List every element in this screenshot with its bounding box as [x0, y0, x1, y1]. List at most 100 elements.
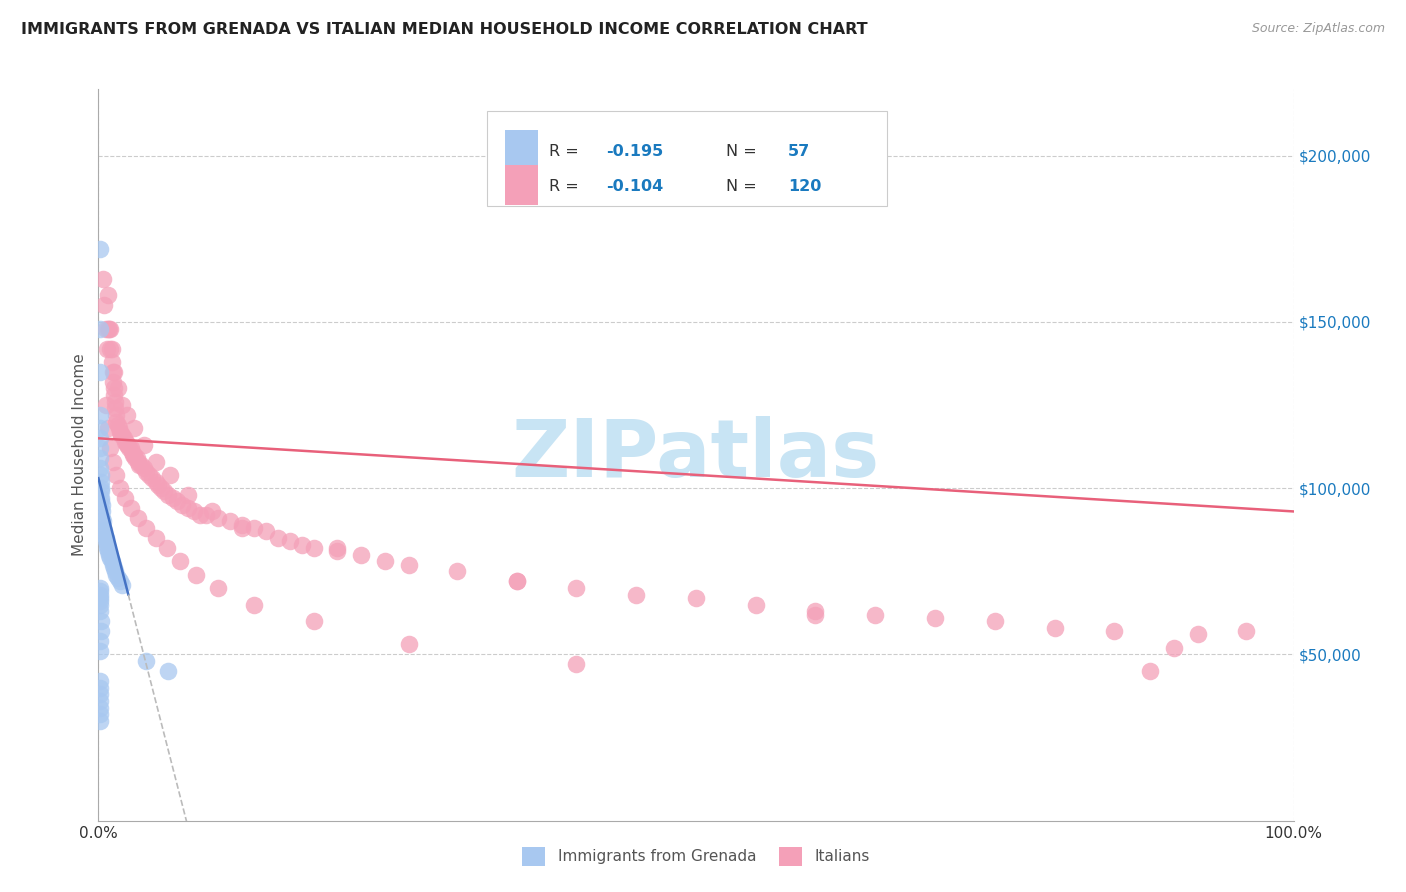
Text: 120: 120: [787, 179, 821, 194]
Point: [90, 481, 112, 495]
Point: [90, 614, 112, 628]
Point: [115, 408, 138, 422]
Point: [745, 598, 768, 612]
Point: [115, 434, 138, 449]
Point: [93, 298, 115, 312]
Point: [89, 584, 111, 599]
Point: [112, 431, 135, 445]
Point: [186, 567, 208, 582]
Point: [506, 574, 529, 589]
Point: [89, 588, 111, 602]
Point: [105, 415, 128, 429]
Point: [156, 664, 179, 678]
Point: [1139, 664, 1161, 678]
Point: [291, 538, 314, 552]
Point: [141, 471, 163, 485]
Point: [97, 544, 120, 558]
Point: [89, 694, 111, 708]
Point: [89, 591, 111, 605]
Point: [172, 498, 194, 512]
Point: [108, 425, 131, 439]
Y-axis label: Median Household Income: Median Household Income: [72, 353, 87, 557]
Point: [183, 504, 205, 518]
Point: [1234, 624, 1257, 639]
Text: N =: N =: [725, 179, 762, 194]
Point: [108, 574, 131, 589]
Point: [326, 544, 349, 558]
Point: [110, 428, 132, 442]
Point: [155, 541, 177, 555]
Point: [398, 637, 420, 651]
Point: [138, 467, 160, 482]
Text: R =: R =: [548, 179, 583, 194]
Point: [804, 604, 827, 618]
Point: [107, 571, 129, 585]
Point: [97, 321, 120, 335]
Point: [90, 491, 112, 505]
Point: [91, 515, 114, 529]
Point: [104, 394, 127, 409]
Point: [166, 494, 188, 508]
Point: [89, 604, 111, 618]
Point: [101, 365, 124, 379]
Point: [89, 461, 111, 475]
Point: [124, 421, 146, 435]
Point: [117, 438, 139, 452]
Point: [374, 554, 396, 568]
Point: [1104, 624, 1126, 639]
Point: [114, 434, 136, 449]
Point: [89, 681, 111, 695]
Point: [207, 511, 229, 525]
Point: [89, 581, 111, 595]
Point: [94, 398, 117, 412]
Point: [94, 534, 117, 549]
Text: N =: N =: [725, 145, 762, 159]
Point: [98, 442, 122, 456]
Point: [984, 614, 1007, 628]
Text: 57: 57: [787, 145, 810, 159]
Point: [159, 467, 181, 482]
Point: [124, 448, 146, 462]
Point: [135, 465, 157, 479]
Point: [446, 564, 468, 578]
Point: [132, 438, 155, 452]
Point: [103, 388, 125, 402]
Point: [89, 321, 111, 335]
Point: [101, 454, 124, 468]
Point: [1187, 627, 1209, 641]
Point: [89, 408, 111, 422]
Point: [685, 591, 707, 605]
Point: [122, 448, 145, 462]
Point: [103, 561, 125, 575]
Point: [101, 558, 124, 572]
Point: [101, 375, 124, 389]
Point: [90, 467, 112, 482]
Point: [98, 321, 121, 335]
FancyBboxPatch shape: [486, 112, 887, 206]
Point: [350, 548, 373, 562]
Point: [114, 491, 136, 505]
Point: [148, 478, 170, 492]
Point: [506, 574, 529, 589]
Point: [96, 538, 118, 552]
Point: [89, 242, 111, 256]
Point: [89, 644, 111, 658]
Point: [201, 504, 224, 518]
Point: [93, 524, 115, 539]
Point: [104, 564, 127, 578]
Point: [121, 444, 143, 458]
Point: [103, 381, 125, 395]
Point: [565, 581, 588, 595]
Point: [626, 588, 648, 602]
Point: [89, 700, 111, 714]
Point: [89, 598, 111, 612]
Point: [91, 521, 114, 535]
Point: [105, 467, 128, 482]
Point: [120, 501, 142, 516]
Text: -0.195: -0.195: [606, 145, 664, 159]
Text: ZIPatlas: ZIPatlas: [512, 416, 880, 494]
Point: [243, 598, 266, 612]
Point: [91, 271, 114, 285]
Point: [100, 342, 122, 356]
Point: [94, 321, 117, 335]
